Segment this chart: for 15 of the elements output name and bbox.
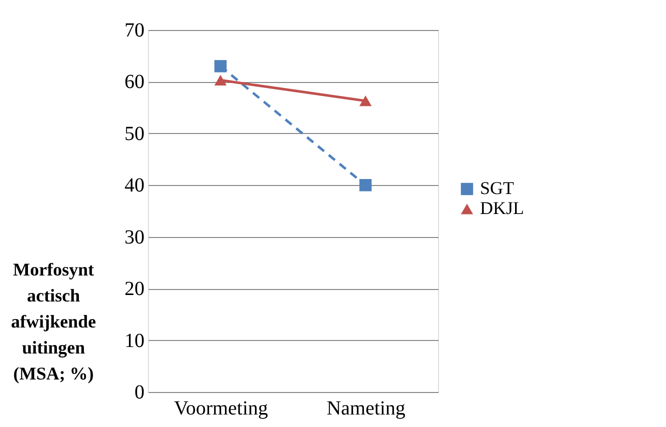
y-tick-label: 30	[124, 226, 144, 248]
x-tick-label: Voormeting	[174, 398, 268, 420]
x-tick-label: Nameting	[326, 398, 406, 420]
y-tick-label: 0	[134, 382, 144, 404]
y-tick-label: 40	[124, 174, 144, 197]
y-axis-title: Morfosynt actisch afwijkende uitingen (MSA; %)	[11, 260, 96, 384]
y-tick-label: 60	[124, 71, 144, 94]
y-tick-label: 70	[124, 20, 144, 42]
y-tick-label: 20	[124, 278, 144, 300]
y-tick-label: 50	[124, 122, 144, 145]
point	[214, 60, 227, 72]
y-tick-label: 10	[124, 330, 144, 352]
point	[359, 179, 372, 192]
legend-label: SGT	[480, 178, 514, 198]
legend-label: DKJL	[480, 198, 524, 218]
